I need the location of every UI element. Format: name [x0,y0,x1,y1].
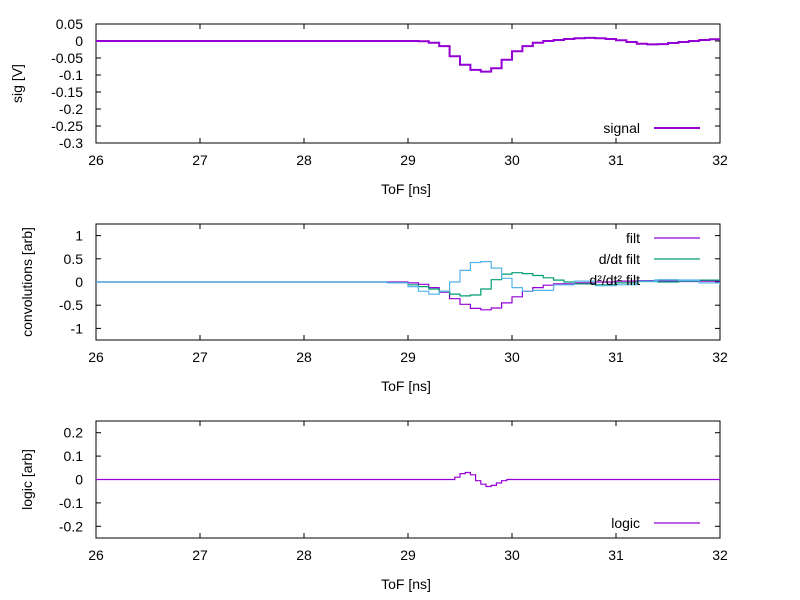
y-tick-label: -0.2 [59,101,83,117]
legend-entry: filt [626,230,640,246]
x-axis-label: ToF [ns] [381,378,431,394]
y-axis-label: sig [V] [9,64,25,103]
series-line-d-dt-filt [96,272,720,297]
x-tick-label: 31 [608,152,624,168]
panel-signal: 26 27 28 29 30 31 320.050-0.05-0.1-0.15-0.2-0.… [9,16,728,197]
y-tick-label: 0.2 [64,425,84,441]
x-axis-label: ToF [ns] [381,181,431,197]
panel-convolutions: 26 27 28 29 30 31 32 1 0.5 0 -0.5 -1 ToF [ns] convolu… [19,223,728,394]
x-tick-label: 27 [192,349,208,365]
y-tick-label: 0.1 [64,448,84,464]
x-tick-label: 30 [504,152,520,168]
legend-entry: logic [611,515,640,531]
y-tick-label: -0.3 [59,135,83,151]
y-tick-label: -0.15 [51,84,83,100]
x-tick-label: 30 [504,547,520,563]
y-tick-label: 0.05 [56,16,83,32]
series-line-d-dt-filt [96,261,720,295]
y-tick-label: -0.1 [59,67,83,83]
y-tick-label: -0.5 [59,297,83,313]
x-tick-label: 29 [400,152,416,168]
series-line-signal [96,36,720,73]
legend-entry: signal [603,120,640,136]
y-tick-label: 1 [75,228,83,244]
legend-entry: d²/dt² filt [589,272,640,288]
x-axis-label: ToF [ns] [381,576,431,592]
series-line-logic [96,471,720,488]
y-tick-label: -0.2 [59,518,83,534]
y-tick-label: -0.25 [51,118,83,134]
x-tick-label: 32 [712,547,728,563]
y-tick-label: 0 [75,33,83,49]
panel-logic: 26 27 28 29 30 31 32 0.2 0.1 0 -0.1 -0.2 ToF [ns] log… [19,420,728,592]
legend-entry: d/dt filt [599,251,640,267]
x-tick-label: 26 [88,349,104,365]
x-tick-label: 27 [192,152,208,168]
x-tick-label: 28 [296,152,312,168]
x-tick-label: 31 [608,349,624,365]
x-tick-label: 26 [88,152,104,168]
y-tick-label: 0 [75,472,83,488]
x-tick-label: 32 [712,152,728,168]
x-tick-label: 29 [400,547,416,563]
x-tick-label: 30 [504,349,520,365]
x-tick-label: 27 [192,547,208,563]
x-tick-label: 32 [712,349,728,365]
x-tick-label: 28 [296,547,312,563]
y-tick-label: 0.5 [64,251,84,267]
y-axis-label: convolutions [arb] [19,227,35,337]
y-tick-label: -0.1 [59,495,83,511]
y-tick-label: 0 [75,274,83,290]
x-tick-label: 26 [88,547,104,563]
x-tick-label: 29 [400,349,416,365]
x-tick-label: 31 [608,547,624,563]
y-tick-label: -1 [71,320,84,336]
y-tick-label: -0.05 [51,50,83,66]
y-axis-label: logic [arb] [19,449,35,510]
x-tick-label: 28 [296,349,312,365]
